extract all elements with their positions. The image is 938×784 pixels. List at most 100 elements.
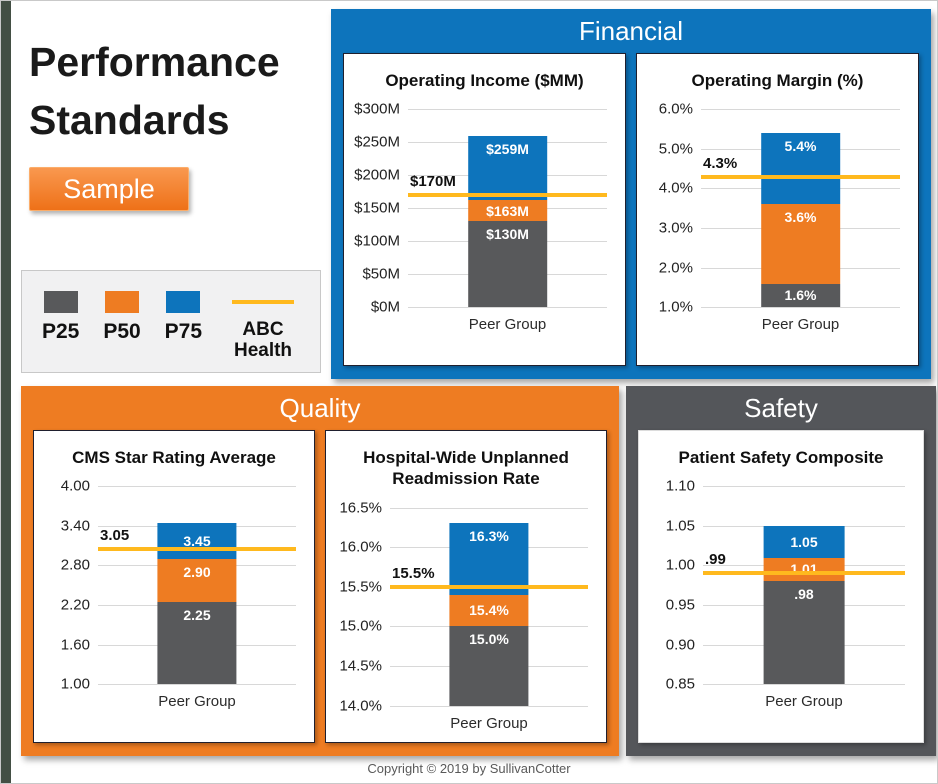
bar-segment-p25: 1.6% xyxy=(760,283,841,308)
abc-health-value-label: 3.05 xyxy=(100,526,130,544)
gridline xyxy=(701,307,900,309)
y-tick-label: $200M xyxy=(354,166,400,184)
chart-readmission-rate: Hospital-Wide Unplanned Readmission Rate… xyxy=(325,430,607,743)
bar-value-label: $163M xyxy=(486,202,529,219)
plot-area: 15.0% 15.4% 16.3% 15.5% xyxy=(390,507,588,707)
x-axis-label: Peer Group xyxy=(450,714,528,732)
plot-area: $130M $163M $259M $170M xyxy=(408,109,607,309)
gridline xyxy=(408,307,607,309)
chart-patient-safety-composite: Patient Safety Composite 1.10 1.05 1.00 0.9… xyxy=(638,430,924,743)
abc-health-value-label: 15.5% xyxy=(392,564,435,582)
bar-segment-p50: $163M xyxy=(467,199,548,222)
legend-item-p75: P75 xyxy=(165,291,202,372)
chart-operating-margin: Operating Margin (%) 6.0% 5.0% 4.0% 3.0% 2.0… xyxy=(636,53,919,366)
bar-segment-p75: $259M xyxy=(467,136,548,200)
y-tick-label: 1.60 xyxy=(60,636,90,654)
y-tick-label: 1.00 xyxy=(60,675,90,693)
gridline xyxy=(98,684,296,686)
gridline xyxy=(701,109,900,111)
y-tick-label: $0M xyxy=(370,298,400,316)
legend-item-p25: P25 xyxy=(42,291,79,372)
y-tick-label: 1.00 xyxy=(665,556,695,574)
legend: P25 P50 P75 ABC Health xyxy=(21,270,321,373)
quality-panel: Quality CMS Star Rating Average 4.00 3.40… xyxy=(21,386,619,756)
abc-health-value-label: 4.3% xyxy=(703,154,738,172)
abc-health-value-label: $170M xyxy=(410,173,456,191)
abc-health-target-line xyxy=(98,546,296,551)
abc-health-target-line xyxy=(408,193,607,198)
bar-value-label: 2.90 xyxy=(183,563,211,580)
bar-value-label: 1.6% xyxy=(784,287,817,304)
y-tick-label: 14.0% xyxy=(339,697,382,714)
legend-label-p75: P75 xyxy=(164,320,203,343)
x-axis-label: Peer Group xyxy=(468,316,547,334)
bar-segment-p25: $130M xyxy=(467,221,548,308)
plot-area: 1.6% 3.6% 5.4% 4.3% xyxy=(701,109,900,309)
p25-swatch xyxy=(43,291,78,313)
p50-swatch xyxy=(105,291,140,313)
plot-area: .98 1.01 1.05 .99 xyxy=(703,486,905,686)
y-tick-label: 15.5% xyxy=(339,578,382,596)
bar-value-label: $259M xyxy=(486,141,529,158)
bar-segment-p25: 15.0% xyxy=(449,626,529,706)
bar-segment-p25: .98 xyxy=(763,581,845,685)
bar-value-label: 15.0% xyxy=(469,631,509,648)
copyright-text: Copyright © 2019 by SullivanCotter xyxy=(367,761,571,776)
financial-panel: Financial Operating Income ($MM) $300M $2… xyxy=(331,9,931,379)
chart-title: CMS Star Rating Average xyxy=(72,448,276,467)
stacked-bar: 1.6% 3.6% 5.4% xyxy=(760,109,841,308)
legend-item-abc-health: ABC Health xyxy=(226,291,300,372)
x-axis-label: Peer Group xyxy=(158,693,236,711)
bar-segment-p75: 16.3% xyxy=(449,523,529,595)
gridline xyxy=(390,705,588,707)
y-axis: 1.10 1.05 1.00 0.95 0.90 0.85 xyxy=(645,478,703,693)
bar-value-label: 2.25 xyxy=(183,606,211,623)
y-tick-label: $150M xyxy=(354,199,400,217)
y-tick-label: 4.0% xyxy=(658,179,693,197)
bar-value-label: .98 xyxy=(794,586,814,603)
gridline xyxy=(390,507,588,509)
left-edge-strip xyxy=(1,1,11,783)
legend-label-abc-health: ABC Health xyxy=(233,319,293,361)
y-tick-label: 1.0% xyxy=(658,298,693,316)
bar-value-label: 5.4% xyxy=(784,138,817,155)
gridline xyxy=(703,684,905,686)
bar-segment-p50: 3.6% xyxy=(760,204,841,284)
y-axis: $300M $250M $200M $150M $100M $50M $0M xyxy=(350,101,408,316)
financial-panel-title: Financial xyxy=(578,15,684,46)
y-tick-label: 2.0% xyxy=(658,259,693,277)
bar-segment-p50: 1.01 xyxy=(763,557,845,582)
y-tick-label: 1.10 xyxy=(665,477,695,495)
stacked-bar: 15.0% 15.4% 16.3% xyxy=(449,508,529,706)
gridline xyxy=(703,486,905,488)
abc-health-value-label: .99 xyxy=(705,551,726,569)
y-tick-label: 3.40 xyxy=(60,517,90,535)
bar-segment-p50: 2.90 xyxy=(157,558,237,602)
stacked-bar: $130M $163M $259M xyxy=(467,109,548,308)
chart-title: Operating Income ($MM) xyxy=(385,71,584,90)
legend-label-p25: P25 xyxy=(41,320,80,343)
p75-swatch xyxy=(166,291,201,313)
y-tick-label: 1.05 xyxy=(665,517,695,535)
bar-segment-p75: 3.45 xyxy=(157,522,237,559)
y-tick-label: 2.80 xyxy=(60,556,90,574)
x-axis-label: Peer Group xyxy=(765,693,843,711)
y-axis: 16.5% 16.0% 15.5% 15.0% 14.5% 14.0% xyxy=(332,499,390,714)
y-tick-label: 16.0% xyxy=(339,538,382,556)
bar-value-label: 3.45 xyxy=(183,532,211,549)
y-axis: 4.00 3.40 2.80 2.20 1.60 1.00 xyxy=(40,478,98,693)
y-tick-label: $250M xyxy=(354,133,400,151)
y-tick-label: $100M xyxy=(354,232,400,250)
y-tick-label: 15.0% xyxy=(339,617,382,635)
sample-button[interactable]: Sample xyxy=(29,167,189,211)
y-tick-label: 0.85 xyxy=(665,675,695,693)
chart-cms-star-rating: CMS Star Rating Average 4.00 3.40 2.80 2.20… xyxy=(33,430,315,743)
bar-value-label: $130M xyxy=(486,226,529,243)
abc-health-target-line xyxy=(701,174,900,179)
bar-value-label: 3.6% xyxy=(784,209,817,226)
stacked-bar: 2.25 2.90 3.45 xyxy=(157,486,237,685)
legend-item-p50: P50 xyxy=(103,291,141,372)
bar-segment-p75: 1.05 xyxy=(763,525,845,558)
y-tick-label: 2.20 xyxy=(60,596,90,614)
y-tick-label: $300M xyxy=(354,100,400,118)
